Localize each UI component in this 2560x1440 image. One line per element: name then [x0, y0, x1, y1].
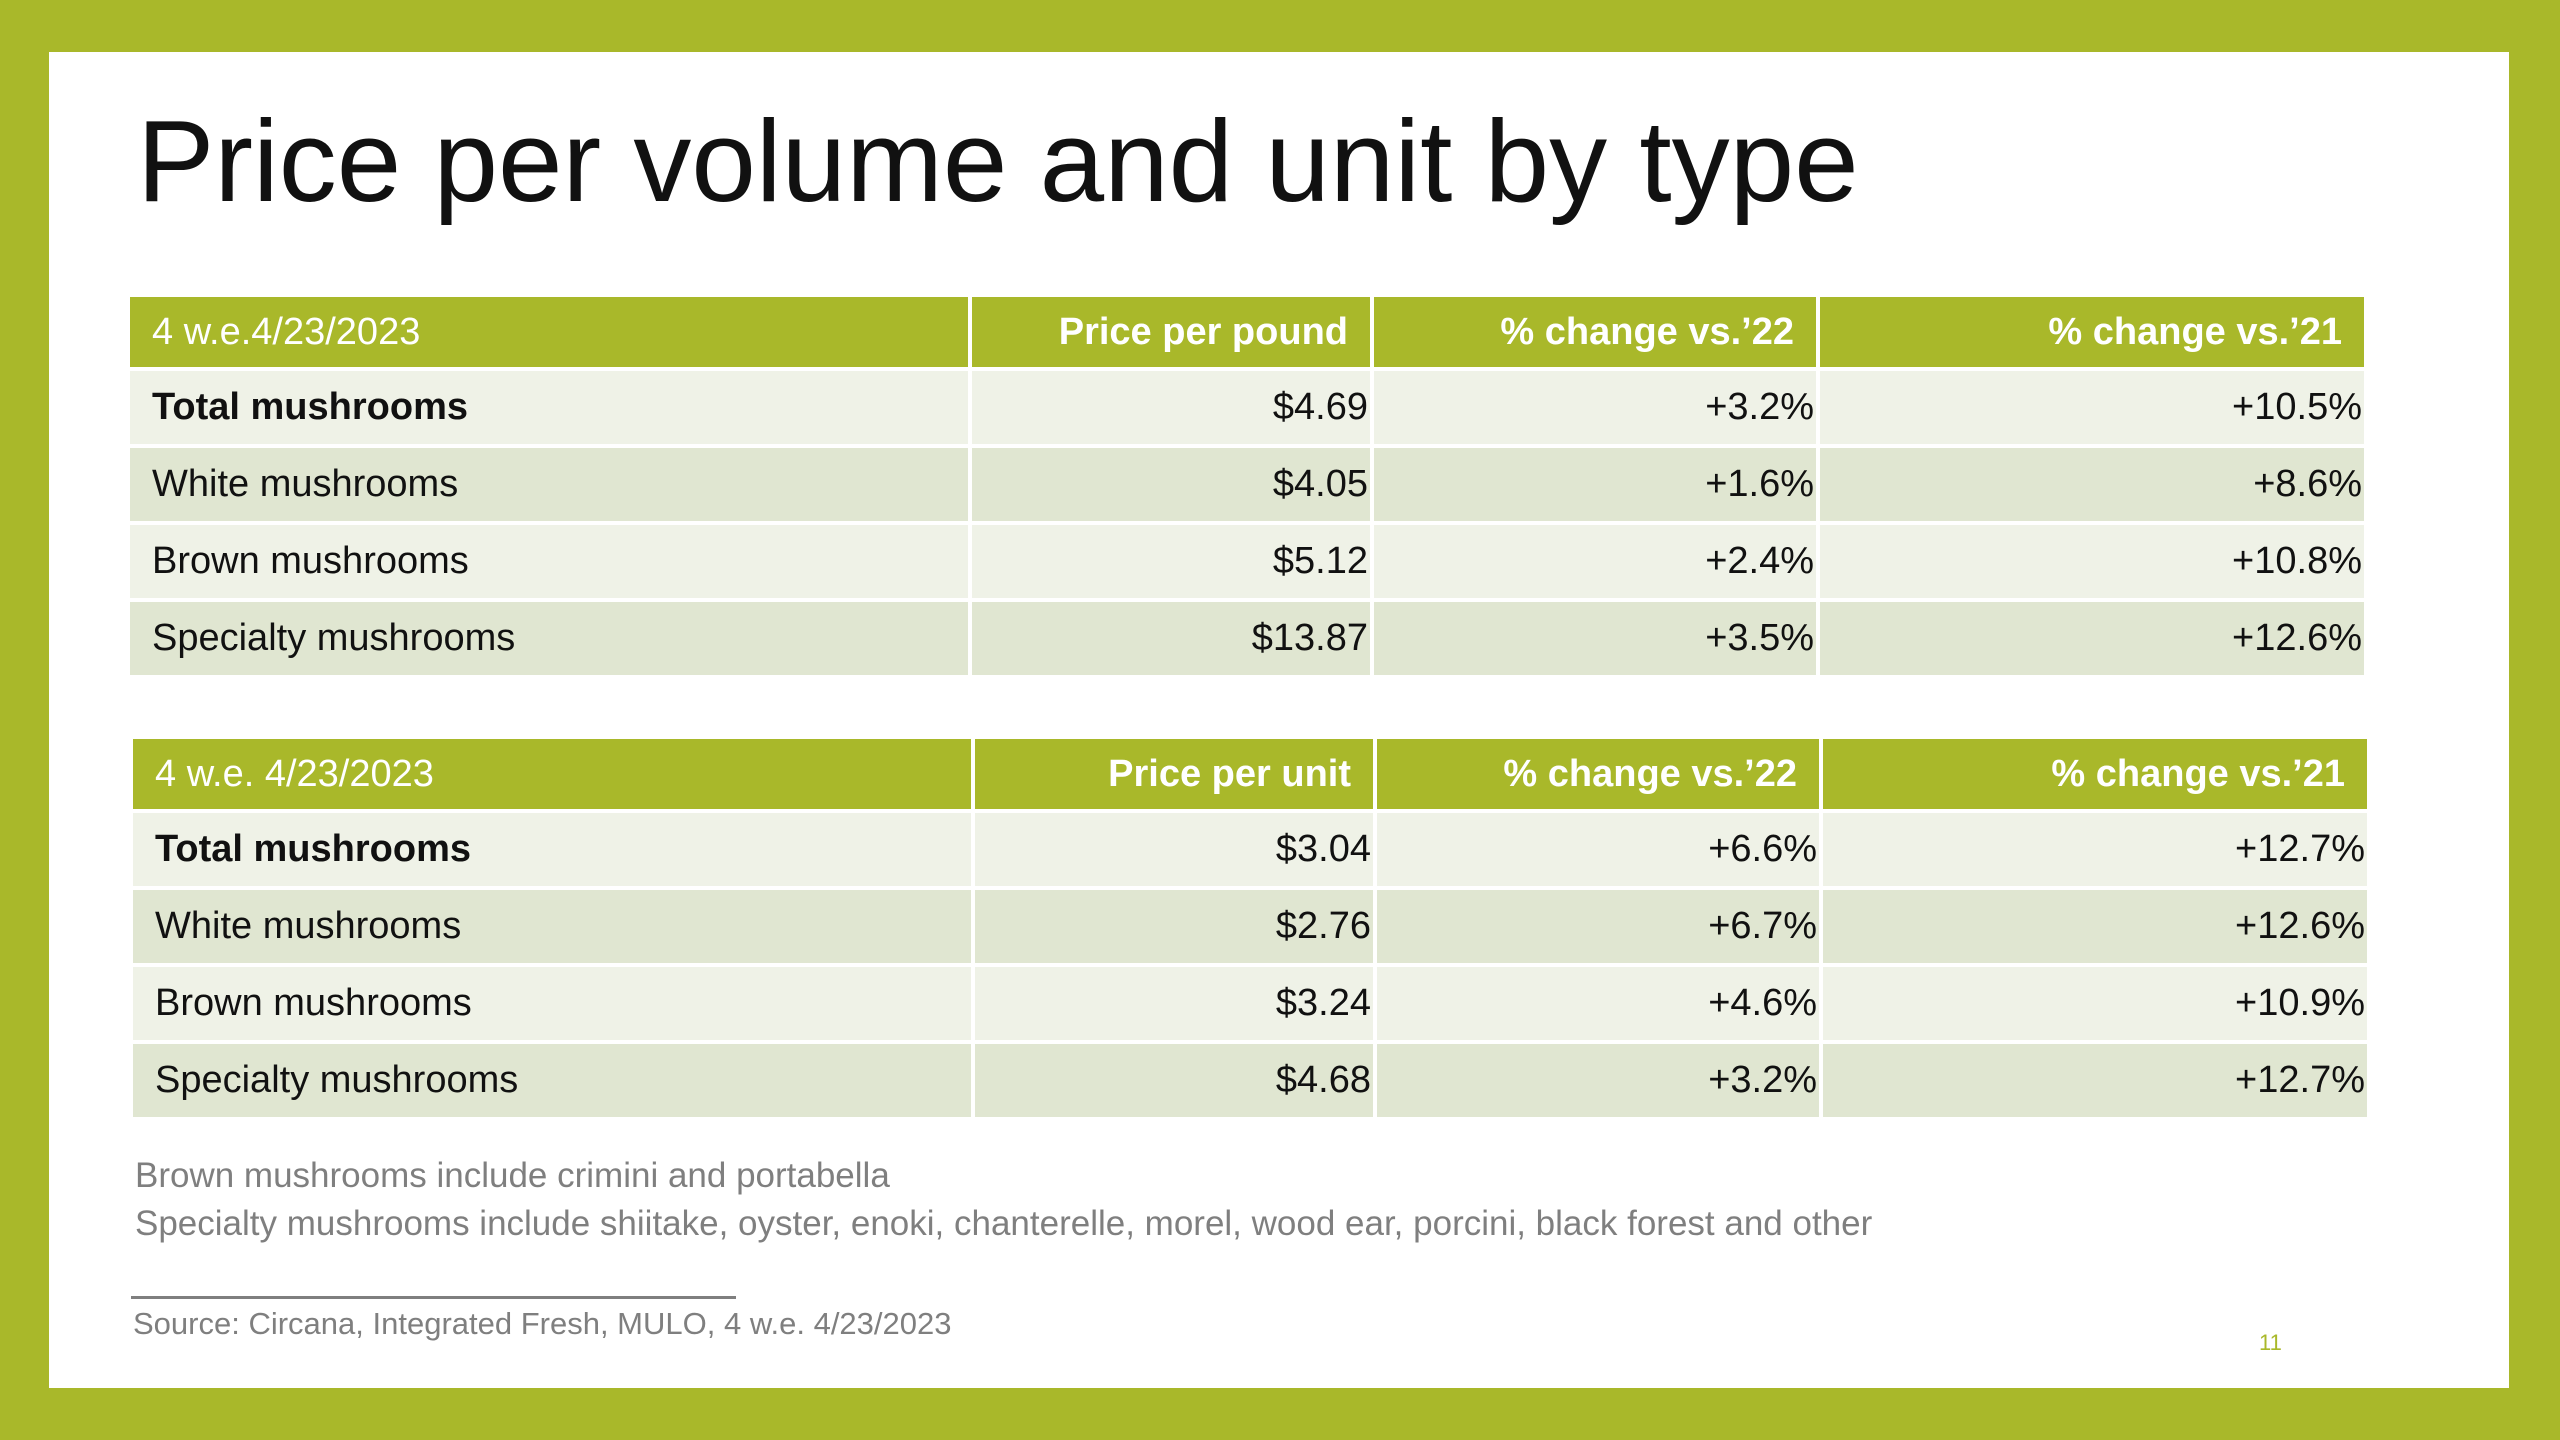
change-vs-22-header: % change vs.’22	[1377, 739, 1819, 809]
table-row: Total mushrooms $4.69 +3.2% +10.5%	[130, 371, 2364, 444]
slide-title: Price per volume and unit by type	[137, 96, 1859, 226]
change-vs-21-cell: +12.6%	[1823, 890, 2367, 963]
change-vs-22-cell: +3.5%	[1374, 602, 1816, 675]
price-cell: $2.76	[975, 890, 1373, 963]
slide: Price per volume and unit by type 4 w.e.…	[49, 52, 2509, 1388]
price-cell: $13.87	[972, 602, 1370, 675]
change-vs-21-cell: +10.5%	[1820, 371, 2364, 444]
row-label: Specialty mushrooms	[133, 1044, 971, 1117]
row-label: White mushrooms	[130, 448, 968, 521]
row-label: White mushrooms	[133, 890, 971, 963]
table-header-row: 4 w.e.4/23/2023 Price per pound % change…	[130, 297, 2364, 367]
table-row: Specialty mushrooms $4.68 +3.2% +12.7%	[133, 1044, 2367, 1117]
change-vs-22-cell: +4.6%	[1377, 967, 1819, 1040]
source-citation: Source: Circana, Integrated Fresh, MULO,…	[133, 1306, 952, 1341]
price-cell: $3.24	[975, 967, 1373, 1040]
price-cell: $4.69	[972, 371, 1370, 444]
row-label: Total mushrooms	[130, 371, 968, 444]
source-divider	[131, 1296, 736, 1299]
change-vs-22-cell: +3.2%	[1377, 1044, 1819, 1117]
change-vs-21-cell: +12.6%	[1820, 602, 2364, 675]
change-vs-22-header: % change vs.’22	[1374, 297, 1816, 367]
table-row: Brown mushrooms $5.12 +2.4% +10.8%	[130, 525, 2364, 598]
page-number: 11	[2259, 1330, 2282, 1355]
price-per-pound-header: Price per pound	[972, 297, 1370, 367]
table-row: White mushrooms $4.05 +1.6% +8.6%	[130, 448, 2364, 521]
change-vs-21-cell: +12.7%	[1823, 1044, 2367, 1117]
price-cell: $5.12	[972, 525, 1370, 598]
price-cell: $3.04	[975, 813, 1373, 886]
table-row: Brown mushrooms $3.24 +4.6% +10.9%	[133, 967, 2367, 1040]
change-vs-22-cell: +6.7%	[1377, 890, 1819, 963]
change-vs-22-cell: +2.4%	[1374, 525, 1816, 598]
row-label: Brown mushrooms	[133, 967, 971, 1040]
footnote-brown-mushrooms: Brown mushrooms include crimini and port…	[135, 1156, 890, 1195]
price-per-unit-header: Price per unit	[975, 739, 1373, 809]
row-label: Total mushrooms	[133, 813, 971, 886]
change-vs-21-cell: +10.9%	[1823, 967, 2367, 1040]
row-label: Specialty mushrooms	[130, 602, 968, 675]
price-cell: $4.05	[972, 448, 1370, 521]
table-row: White mushrooms $2.76 +6.7% +12.6%	[133, 890, 2367, 963]
period-header: 4 w.e. 4/23/2023	[133, 739, 971, 809]
change-vs-22-cell: +6.6%	[1377, 813, 1819, 886]
table-header-row: 4 w.e. 4/23/2023 Price per unit % change…	[133, 739, 2367, 809]
change-vs-21-header: % change vs.’21	[1823, 739, 2367, 809]
footnote-specialty-mushrooms: Specialty mushrooms include shiitake, oy…	[135, 1204, 1873, 1243]
footnotes: Brown mushrooms include crimini and port…	[135, 1152, 1872, 1248]
change-vs-21-cell: +12.7%	[1823, 813, 2367, 886]
change-vs-22-cell: +1.6%	[1374, 448, 1816, 521]
change-vs-21-cell: +8.6%	[1820, 448, 2364, 521]
price-cell: $4.68	[975, 1044, 1373, 1117]
change-vs-22-cell: +3.2%	[1374, 371, 1816, 444]
row-label: Brown mushrooms	[130, 525, 968, 598]
change-vs-21-header: % change vs.’21	[1820, 297, 2364, 367]
change-vs-21-cell: +10.8%	[1820, 525, 2364, 598]
table-row: Specialty mushrooms $13.87 +3.5% +12.6%	[130, 602, 2364, 675]
price-per-pound-table: 4 w.e.4/23/2023 Price per pound % change…	[126, 293, 2368, 679]
table-row: Total mushrooms $3.04 +6.6% +12.7%	[133, 813, 2367, 886]
period-header: 4 w.e.4/23/2023	[130, 297, 968, 367]
price-per-unit-table: 4 w.e. 4/23/2023 Price per unit % change…	[129, 735, 2371, 1121]
